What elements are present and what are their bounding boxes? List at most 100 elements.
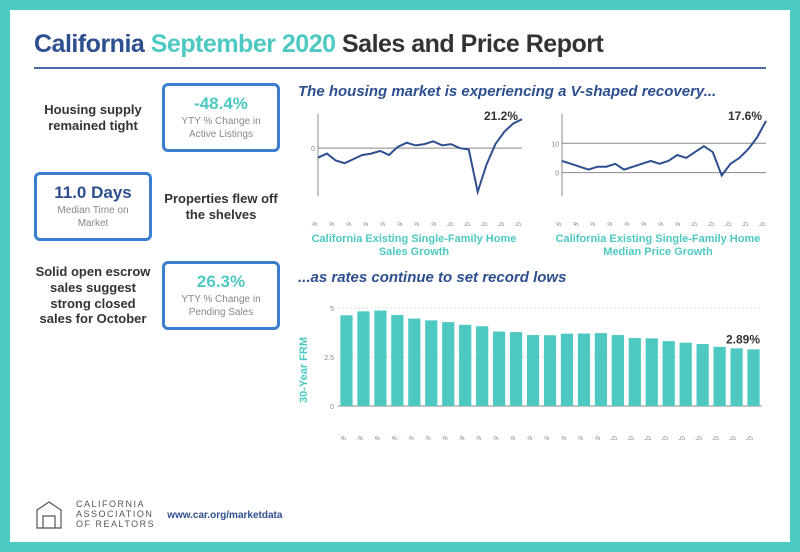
svg-text:Dec-19: Dec-19: [584, 435, 603, 440]
svg-text:Jul-19: Jul-19: [388, 221, 405, 226]
svg-text:Oct-19: Oct-19: [551, 435, 569, 440]
svg-text:Apr-19: Apr-19: [449, 435, 467, 440]
stat-desc-2: Properties flew off the shelves: [162, 191, 280, 222]
svg-text:17.6%: 17.6%: [728, 109, 762, 123]
svg-text:Jan-20: Jan-20: [601, 435, 619, 440]
svg-text:Feb-19: Feb-19: [414, 435, 433, 440]
title-part-1: California: [34, 30, 144, 58]
chart2-caption: California Existing Single-Family Home M…: [542, 233, 774, 259]
title-rule: [34, 67, 766, 69]
subhead-1: The housing market is experiencing a V-s…: [298, 83, 774, 100]
stat-val-1: -48.4%: [171, 94, 271, 114]
title-part-3: Sales and Price Report: [342, 30, 603, 58]
svg-text:Jul-19: Jul-19: [501, 435, 518, 440]
svg-text:Sep-20: Sep-20: [736, 435, 755, 440]
svg-text:5: 5: [330, 306, 334, 313]
svg-text:Sep-20: Sep-20: [505, 221, 524, 226]
svg-text:Nov-18: Nov-18: [562, 221, 581, 226]
svg-text:10: 10: [551, 141, 559, 148]
main-title: California September 2020 Sales and Pric…: [34, 30, 766, 59]
svg-text:Jan-20: Jan-20: [438, 221, 456, 226]
stat-val-3: 26.3%: [171, 272, 271, 292]
svg-text:Sep-18: Sep-18: [301, 221, 320, 226]
svg-text:Jan-19: Jan-19: [336, 221, 354, 226]
svg-text:May-19: May-19: [465, 435, 484, 440]
stat-box-2: 11.0 Days Median Time on Market: [34, 172, 152, 241]
org-line-3: OF REALTORS: [76, 520, 155, 530]
mini-charts: 021.2%Sep-18Nov-18Jan-19Mar-19May-19Jul-…: [298, 106, 774, 259]
svg-text:0: 0: [330, 404, 334, 411]
svg-text:Jan-19: Jan-19: [580, 221, 598, 226]
svg-text:May-20: May-20: [471, 221, 490, 226]
svg-text:Sep-19: Sep-19: [647, 221, 666, 226]
logo-text: CALIFORNIA ASSOCIATION OF REALTORS: [76, 500, 155, 530]
stat-lbl-3: YTY % Change in Pending Sales: [171, 294, 271, 319]
mini-chart-1: 021.2%Sep-18Nov-18Jan-19Mar-19May-19Jul-…: [298, 106, 530, 259]
svg-text:Nov-18: Nov-18: [363, 435, 382, 440]
stat-desc-3: Solid open escrow sales suggest strong c…: [34, 264, 152, 326]
svg-text:Jul-20: Jul-20: [734, 221, 751, 226]
svg-text:Sep-18: Sep-18: [545, 221, 564, 226]
stat-row-3: Solid open escrow sales suggest strong c…: [34, 261, 280, 330]
svg-text:Sep-18: Sep-18: [329, 435, 348, 440]
svg-text:May-20: May-20: [668, 435, 687, 440]
svg-text:Jul-20: Jul-20: [490, 221, 507, 226]
svg-text:Mar-19: Mar-19: [431, 435, 450, 440]
svg-text:0: 0: [311, 146, 315, 153]
svg-text:Sep-20: Sep-20: [749, 221, 768, 226]
car-logo-icon: [34, 500, 64, 530]
price-growth-chart: 01017.6%Sep-18Nov-18Jan-19Mar-19May-19Ju…: [542, 106, 774, 226]
svg-text:Nov-18: Nov-18: [318, 221, 337, 226]
stat-box-1: -48.4% YTY % Change in Active Listings: [162, 83, 280, 152]
frm-bar-chart: 0 2.5 5 Sep-18Oct-18Nov-18Dec-18Jan-19Feb-1…: [316, 300, 772, 440]
svg-text:0: 0: [555, 171, 559, 178]
svg-text:May-20: May-20: [715, 221, 734, 226]
svg-text:Dec-18: Dec-18: [380, 435, 399, 440]
svg-text:Jul-19: Jul-19: [632, 221, 649, 226]
mini-chart-2: 01017.6%Sep-18Nov-18Jan-19Mar-19May-19Ju…: [542, 106, 774, 259]
svg-text:2.89%: 2.89%: [726, 333, 760, 347]
svg-text:Mar-20: Mar-20: [698, 221, 717, 226]
svg-text:Nov-19: Nov-19: [567, 435, 586, 440]
subhead-2: ...as rates continue to set record lows: [298, 269, 774, 286]
stat-row-2: 11.0 Days Median Time on Market Properti…: [34, 172, 280, 241]
svg-text:Jun-20: Jun-20: [686, 435, 704, 440]
svg-text:Nov-19: Nov-19: [420, 221, 439, 226]
stat-val-2: 11.0 Days: [43, 183, 143, 203]
svg-text:Sep-19: Sep-19: [533, 435, 552, 440]
svg-text:Oct-18: Oct-18: [347, 435, 365, 440]
sales-growth-chart: 021.2%Sep-18Nov-18Jan-19Mar-19May-19Jul-…: [298, 106, 530, 226]
svg-text:Jan-19: Jan-19: [398, 435, 416, 440]
footer-url: www.car.org/marketdata: [167, 510, 282, 521]
svg-text:May-19: May-19: [369, 221, 388, 226]
svg-text:Apr-20: Apr-20: [653, 435, 671, 440]
stat-lbl-1: YTY % Change in Active Listings: [171, 116, 271, 141]
footer: CALIFORNIA ASSOCIATION OF REALTORS www.c…: [34, 500, 282, 530]
bar-chart-wrap: 30-Year FRM 02.55Sep-18Oct-18Nov-18Dec-1…: [298, 300, 774, 440]
svg-text:Mar-19: Mar-19: [596, 221, 615, 226]
svg-text:May-19: May-19: [613, 221, 632, 226]
svg-text:Sep-19: Sep-19: [403, 221, 422, 226]
stat-desc-1: Housing supply remained tight: [34, 102, 152, 133]
svg-text:Mar-20: Mar-20: [635, 435, 654, 440]
svg-text:Jan-20: Jan-20: [682, 221, 700, 226]
svg-text:Jun-19: Jun-19: [483, 435, 501, 440]
svg-text:Feb-20: Feb-20: [618, 435, 637, 440]
svg-text:Nov-19: Nov-19: [664, 221, 683, 226]
svg-text:Jul-20: Jul-20: [705, 435, 722, 440]
chart1-caption: California Existing Single-Family Home S…: [298, 233, 530, 259]
bar-ylabel: 30-Year FRM: [298, 337, 310, 403]
stat-row-1: Housing supply remained tight -48.4% YTY…: [34, 83, 280, 152]
right-column: The housing market is experiencing a V-s…: [298, 83, 774, 440]
title-part-2: September 2020: [151, 30, 336, 58]
svg-text:Aug-19: Aug-19: [516, 435, 535, 440]
report-card: California September 2020 Sales and Pric…: [0, 0, 800, 552]
stat-box-3: 26.3% YTY % Change in Pending Sales: [162, 261, 280, 330]
svg-text:Mar-20: Mar-20: [454, 221, 473, 226]
svg-text:2.5: 2.5: [324, 355, 334, 362]
svg-text:21.2%: 21.2%: [484, 109, 518, 123]
left-column: Housing supply remained tight -48.4% YTY…: [34, 83, 280, 440]
stat-lbl-2: Median Time on Market: [43, 205, 143, 230]
content-grid: Housing supply remained tight -48.4% YTY…: [34, 83, 766, 440]
svg-text:Aug-20: Aug-20: [720, 435, 739, 440]
